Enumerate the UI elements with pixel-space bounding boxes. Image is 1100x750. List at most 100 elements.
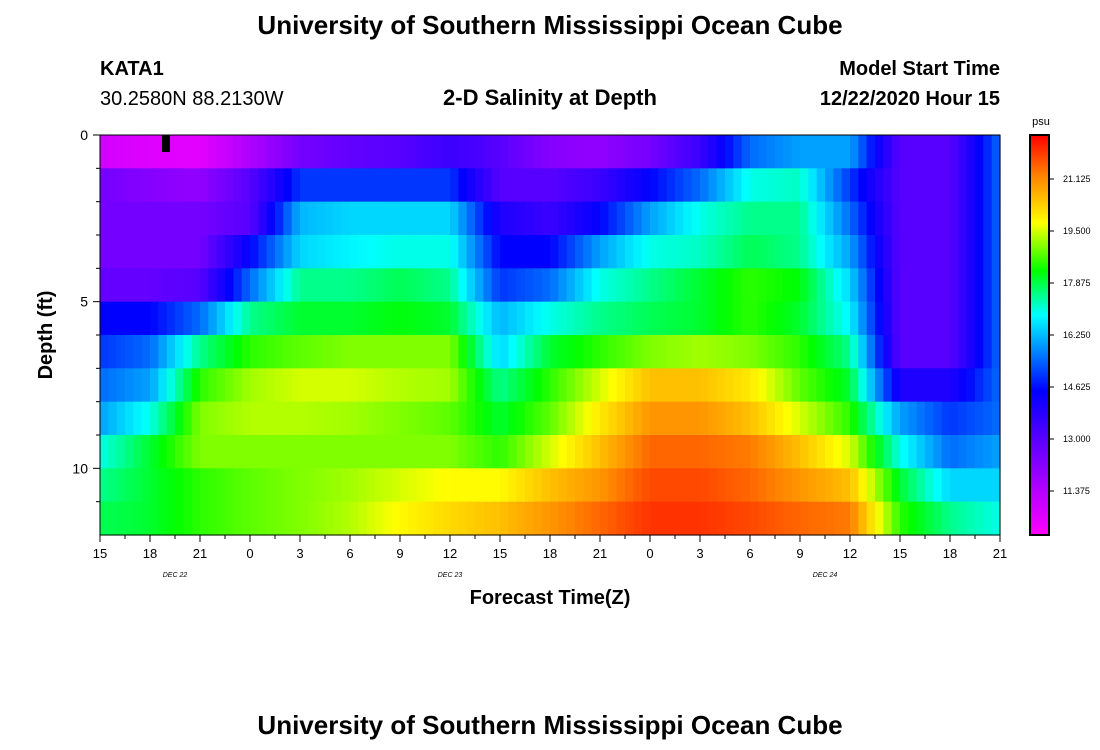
heatmap-cell [741, 301, 751, 336]
heatmap-cell [333, 401, 343, 436]
heatmap-cell [175, 401, 184, 436]
heatmap-cell [283, 368, 293, 403]
heatmap-cell [525, 335, 534, 369]
heatmap-cell [583, 501, 593, 536]
heatmap-cell [883, 135, 893, 169]
heatmap-cell [208, 501, 218, 536]
x-tick-label: 21 [993, 546, 1007, 561]
heatmap-cell [941, 368, 951, 403]
heatmap-cell [175, 168, 184, 203]
heatmap-cell [316, 468, 326, 503]
heatmap-cell [350, 368, 359, 403]
heatmap-cell [516, 368, 526, 403]
heatmap-cell [675, 135, 684, 169]
heatmap-cell [500, 501, 509, 536]
heatmap-cell [833, 235, 843, 269]
heatmap-cell [466, 368, 476, 403]
heatmap-cell [233, 168, 243, 203]
heatmap-cell [600, 435, 609, 469]
heatmap-cell [250, 468, 259, 503]
heatmap-cell [625, 268, 634, 303]
heatmap-cell [366, 235, 376, 269]
heatmap-cell [941, 401, 951, 436]
heatmap-cell [283, 168, 293, 203]
heatmap-cell [766, 168, 776, 203]
heatmap-cell [633, 201, 643, 236]
heatmap-cell [100, 168, 109, 203]
heatmap-cell [108, 168, 118, 203]
heatmap-cell [658, 401, 668, 436]
heatmap-cell [183, 301, 193, 336]
heatmap-cell [150, 368, 159, 403]
heatmap-cell [500, 301, 509, 336]
heatmap-cell [750, 501, 759, 536]
heatmap-cell [191, 501, 201, 536]
heatmap-cell [433, 135, 443, 169]
heatmap-cell [275, 435, 284, 469]
heatmap-cell [108, 368, 118, 403]
heatmap-cell [608, 435, 618, 469]
heatmap-cell [266, 335, 276, 369]
heatmap-cell [466, 201, 476, 236]
heatmap-cell [350, 401, 359, 436]
heatmap-cell [908, 501, 918, 536]
heatmap-cell [675, 335, 684, 369]
heatmap-cell [975, 435, 984, 469]
heatmap-cell [141, 235, 151, 269]
heatmap-cell [608, 368, 618, 403]
heatmap-cell [350, 168, 359, 203]
heatmap-cell [550, 201, 559, 236]
heatmap-cell [225, 368, 234, 403]
heatmap-cell [250, 401, 259, 436]
heatmap-cell [933, 301, 943, 336]
heatmap-cell [183, 401, 193, 436]
heatmap-cell [758, 301, 768, 336]
heatmap-cell [783, 201, 793, 236]
heatmap-cell [191, 201, 201, 236]
heatmap-cell [866, 435, 876, 469]
heatmap-cell [675, 435, 684, 469]
heatmap-cell [291, 201, 301, 236]
heatmap-cell [641, 401, 651, 436]
heatmap-cell [350, 335, 359, 369]
heatmap-cell [208, 135, 218, 169]
heatmap-cell [966, 401, 976, 436]
heatmap-cell [375, 435, 384, 469]
heatmap-cell [875, 468, 884, 503]
x-tick-label: 12 [843, 546, 857, 561]
heatmap-cell [325, 168, 334, 203]
heatmap-cell [900, 335, 909, 369]
heatmap-cell [391, 435, 401, 469]
heatmap-cell [950, 301, 959, 336]
heatmap-cell [733, 501, 743, 536]
heatmap-cell [425, 268, 434, 303]
heatmap-cell [366, 468, 376, 503]
heatmap-cell [925, 201, 934, 236]
heatmap-cell [216, 235, 226, 269]
heatmap-cell [966, 268, 976, 303]
heatmap-cell [583, 401, 593, 436]
heatmap-cell [366, 368, 376, 403]
heatmap-cell [308, 401, 318, 436]
heatmap-cell [575, 235, 584, 269]
heatmap-cell [541, 301, 551, 336]
heatmap-cell [675, 368, 684, 403]
heatmap-cell [141, 268, 151, 303]
heatmap-cell [116, 501, 126, 536]
heatmap-cell [391, 468, 401, 503]
heatmap-cell [433, 235, 443, 269]
heatmap-cell [508, 368, 518, 403]
heatmap-cell [141, 468, 151, 503]
heatmap-cell [683, 435, 693, 469]
heatmap-cell [483, 235, 493, 269]
heatmap-cell [441, 301, 451, 336]
heatmap-cell [708, 235, 718, 269]
heatmap-cell [758, 368, 768, 403]
heatmap-cell [625, 235, 634, 269]
heatmap-cell [816, 301, 826, 336]
heatmap-cell [808, 468, 818, 503]
heatmap-cell [333, 368, 343, 403]
heatmap-cell [525, 201, 534, 236]
heatmap-cell [591, 235, 601, 269]
x-tick-label: 9 [796, 546, 803, 561]
